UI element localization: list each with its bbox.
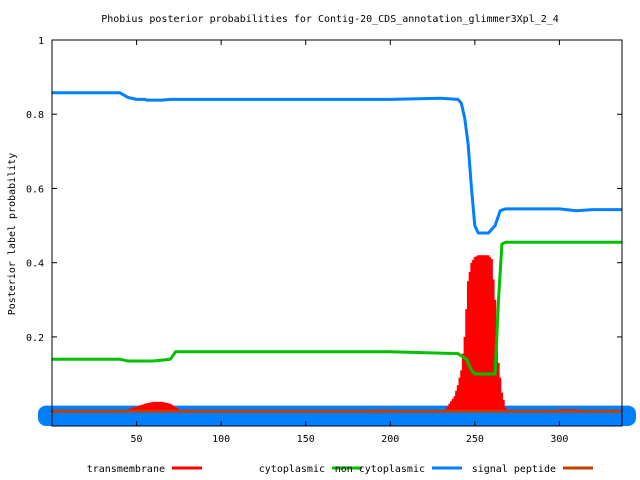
transmembrane-series bbox=[120, 255, 593, 412]
y-tick-label: 1 bbox=[38, 36, 44, 47]
legend-label-transmembrane: transmembrane bbox=[87, 464, 165, 475]
y-tick-label: 0.8 bbox=[26, 110, 44, 121]
legend-label-signal-peptide: signal peptide bbox=[472, 464, 556, 475]
x-tick-label: 50 bbox=[131, 434, 143, 445]
transmembrane-impulses-layer bbox=[120, 255, 593, 412]
y-tick-label: 0.2 bbox=[26, 333, 44, 344]
x-tick-label: 100 bbox=[212, 434, 230, 445]
cytoplasmic-line bbox=[52, 240, 622, 376]
x-tick-label: 300 bbox=[550, 434, 568, 445]
legend: transmembrane cytoplasmic non cytoplasmic s… bbox=[87, 464, 593, 475]
non-cytoplasmic-line bbox=[52, 91, 622, 235]
y-tick-label: 0.6 bbox=[26, 184, 44, 195]
x-tick-label: 150 bbox=[297, 434, 315, 445]
axis-ticks-layer: 50 100 150 200 250 300 0.2 0.4 0.6 0.8 1 bbox=[26, 36, 622, 445]
y-axis-label: Posterior label probability bbox=[7, 153, 18, 316]
legend-label-non-cytoplasmic: non cytoplasmic bbox=[335, 464, 425, 475]
chart-title: Phobius posterior probabilities for Cont… bbox=[101, 14, 559, 25]
series-lines-layer bbox=[52, 91, 622, 413]
signal-band-layer bbox=[38, 405, 636, 426]
y-tick-label: 0.4 bbox=[26, 259, 44, 270]
legend-label-cytoplasmic: cytoplasmic bbox=[259, 464, 325, 475]
signal-band bbox=[38, 405, 636, 426]
x-tick-label: 200 bbox=[381, 434, 399, 445]
x-tick-label: 250 bbox=[466, 434, 484, 445]
plot-frame bbox=[51, 39, 623, 427]
